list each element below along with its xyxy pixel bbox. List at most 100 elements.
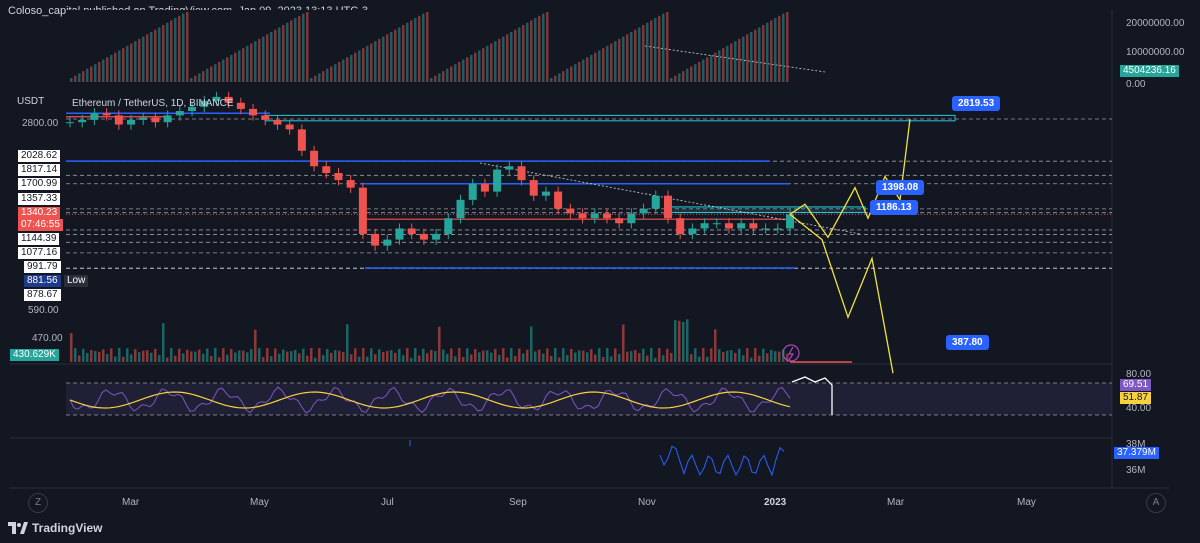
cum-volume-bar — [446, 68, 449, 82]
volume-bar — [442, 349, 445, 362]
tradingview-icon — [8, 522, 28, 534]
volume-bar — [334, 350, 337, 362]
zone-box-1398 — [664, 206, 866, 213]
projection-path-down — [789, 213, 894, 374]
cum-volume-bar — [694, 64, 697, 82]
volume-bar — [422, 348, 425, 362]
cum-volume-bar — [166, 22, 169, 82]
cum-volume-bar — [762, 25, 765, 83]
volume-bar — [538, 349, 541, 362]
volume-bar — [298, 353, 301, 362]
volume-bar — [486, 350, 489, 362]
volume-bar — [626, 351, 629, 362]
tradingview-logo[interactable]: TradingView — [8, 521, 102, 535]
volume-bar — [250, 349, 253, 362]
cum-volume-bar — [226, 57, 229, 82]
candle-body — [175, 111, 184, 116]
cum-volume-bar — [258, 38, 261, 82]
volume-bar — [110, 348, 113, 362]
volume-bar — [746, 348, 749, 362]
cum-volume-bar — [774, 18, 777, 82]
candle-body — [151, 117, 160, 123]
candle-body — [456, 199, 465, 219]
cum-volume-bar — [550, 78, 553, 82]
cum-volume-bar — [438, 73, 441, 82]
volume-bar — [122, 356, 125, 362]
volume-bar — [550, 355, 553, 362]
volume-bar — [262, 357, 265, 362]
candle-body — [566, 208, 575, 214]
cum-volume-bar — [426, 12, 429, 82]
cum-volume-bar — [414, 18, 417, 82]
volume-bar — [490, 352, 493, 362]
candle-body — [663, 195, 672, 219]
cum-volume-bar — [522, 25, 525, 83]
volume-bar — [146, 350, 149, 362]
volume-bar — [718, 349, 721, 362]
candle-body — [688, 228, 697, 234]
cum-volume-bar — [726, 45, 729, 82]
cum-volume-bar — [662, 13, 665, 83]
volume-bar — [730, 350, 733, 362]
rsi-line — [69, 386, 791, 414]
cum-volume-bar — [502, 36, 505, 82]
volume-bar — [270, 356, 273, 362]
volume-bar — [374, 354, 377, 362]
volume-bar — [418, 355, 421, 362]
volume-bar — [254, 329, 257, 362]
x-tick-may-2023: May — [1017, 497, 1036, 508]
volume-bar — [762, 348, 765, 362]
volume-bar — [594, 354, 597, 362]
osc-tick-36m: 36M — [1126, 465, 1146, 476]
cum-volume-bar — [538, 15, 541, 82]
candle-body — [273, 119, 282, 125]
y-tick-2800: 2800.00 — [22, 118, 59, 129]
volume-bar — [290, 351, 293, 362]
candle-body — [407, 228, 416, 234]
candle-body — [249, 108, 258, 116]
candle-body — [127, 119, 136, 125]
candle-body — [163, 115, 172, 123]
candle-body — [554, 191, 563, 209]
zone-box-2819 — [264, 114, 956, 122]
volume-bar — [230, 349, 233, 362]
volume-bar — [458, 348, 461, 362]
cum-volume-bar — [362, 48, 365, 82]
volume-bar — [274, 348, 277, 362]
cum-volume-bar — [206, 68, 209, 82]
cum-volume-bar — [498, 38, 501, 82]
oscillator-line — [659, 445, 785, 477]
rsi-tick-80: 80.00 — [1126, 369, 1152, 380]
volume-bar — [398, 348, 401, 362]
volume-bar — [438, 326, 441, 362]
footer-bar — [0, 514, 1200, 543]
auto-scale-button[interactable]: A — [1146, 493, 1166, 513]
cum-volume-bar — [738, 38, 741, 82]
x-tick-mar: Mar — [122, 497, 140, 508]
x-tick-mar-2023: Mar — [887, 497, 905, 508]
volume-bar — [222, 348, 225, 362]
volume-bar — [618, 353, 621, 362]
callout-1398[interactable]: 1398.08 — [876, 180, 925, 195]
cum-volume-bar — [674, 75, 677, 82]
cum-volume-bar — [142, 36, 145, 82]
callout-1186[interactable]: 1186.13 — [870, 200, 918, 215]
volume-bar — [658, 348, 661, 362]
candle-body — [236, 102, 245, 109]
cum-volume-bar — [394, 29, 397, 82]
volume-bar — [318, 348, 321, 362]
cum-volume-bar — [182, 13, 185, 83]
cum-volume-bar — [486, 45, 489, 82]
volume-bar — [750, 357, 753, 362]
callout-2819[interactable]: 2819.53 — [952, 96, 1001, 111]
zoom-z-button[interactable]: Z — [28, 493, 48, 513]
cum-volume-bar — [706, 57, 709, 82]
volume-bar — [218, 357, 221, 362]
volume-bar — [522, 353, 525, 362]
cum-volume-bar — [126, 45, 129, 82]
cum-volume-bar — [194, 75, 197, 82]
lightning-icon — [782, 344, 800, 362]
cum-volume-bar — [630, 32, 633, 82]
callout-387[interactable]: 387.80 — [946, 335, 989, 350]
